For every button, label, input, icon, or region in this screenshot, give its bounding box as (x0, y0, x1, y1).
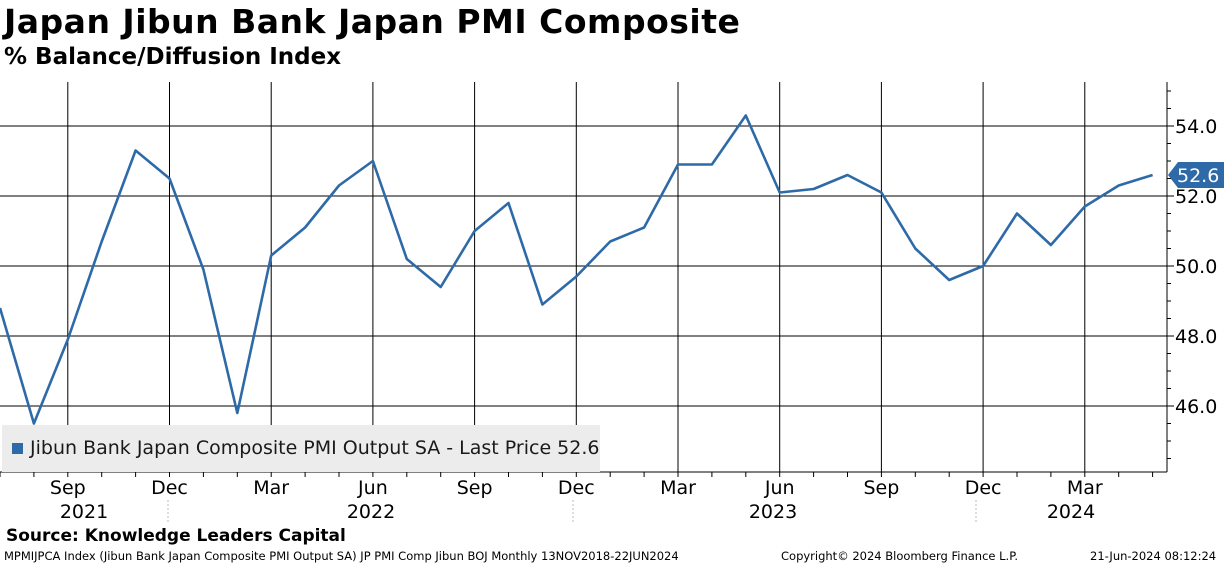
chart-title: Japan Jibun Bank Japan PMI Composite (4, 2, 741, 41)
source-label: Source: Knowledge Leaders Capital (6, 526, 346, 546)
x-tick-label: Sep (457, 477, 493, 499)
last-value-label: 52.6 (1177, 165, 1219, 187)
footer-ticker-info: MPMIJPCA Index (Jibun Bank Japan Composi… (4, 549, 679, 563)
legend-label: Jibun Bank Japan Composite PMI Output SA… (30, 437, 600, 459)
x-tick-label: Sep (50, 477, 86, 499)
x-year-label: 2022 (347, 501, 395, 523)
y-tick-label: 54.0 (1175, 116, 1217, 138)
x-tick-label: Mar (1067, 477, 1103, 499)
series-line (0, 114, 1153, 425)
x-year-label: 2023 (749, 501, 797, 523)
legend-swatch (12, 443, 23, 454)
y-tick-label: 48.0 (1175, 326, 1217, 348)
x-tick-label: Jun (764, 477, 795, 499)
footer-copyright: Copyright© 2024 Bloomberg Finance L.P. (781, 549, 1018, 563)
x-year-label: 2024 (1047, 501, 1095, 523)
x-tick-label: Dec (151, 477, 188, 499)
x-tick-label: Jun (357, 477, 388, 499)
chart-subtitle: % Balance/Diffusion Index (4, 44, 342, 70)
y-tick-label: 46.0 (1175, 396, 1217, 418)
y-tick-label: 50.0 (1175, 256, 1217, 278)
last-value-tag (1168, 162, 1224, 188)
x-tick-label: Dec (965, 477, 1002, 499)
x-tick-label: Mar (253, 477, 289, 499)
x-tick-label: Dec (558, 477, 595, 499)
footer-timestamp: 21-Jun-2024 08:12:24 (1090, 549, 1217, 563)
x-tick-label: Sep (863, 477, 899, 499)
y-tick-label: 52.0 (1175, 186, 1217, 208)
legend (2, 425, 600, 472)
x-year-label: 2021 (60, 501, 108, 523)
x-tick-label: Mar (660, 477, 696, 499)
